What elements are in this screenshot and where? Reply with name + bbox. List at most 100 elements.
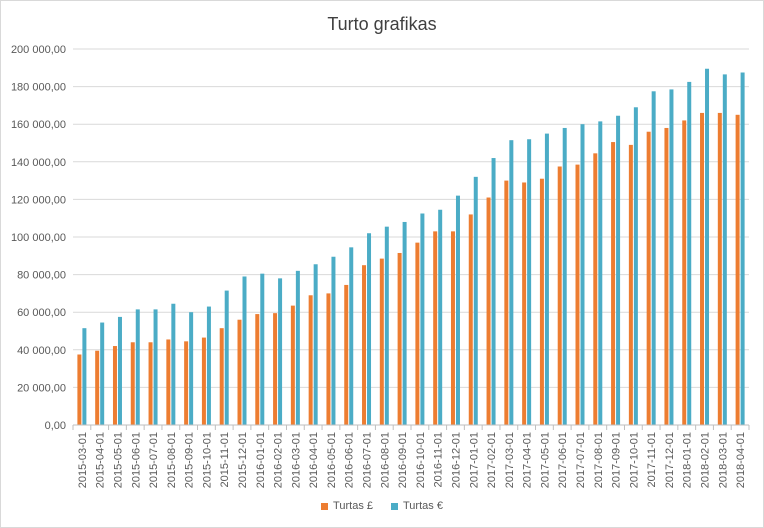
x-tick-label: 2017-04-01 bbox=[522, 432, 534, 488]
y-tick-label: 160 000,00 bbox=[11, 119, 66, 131]
bar-series-1 bbox=[735, 114, 740, 426]
bar-series-1 bbox=[184, 341, 189, 425]
bar-series-2 bbox=[367, 233, 372, 425]
bar-series-2 bbox=[295, 270, 300, 425]
x-tick-label: 2016-06-01 bbox=[344, 432, 356, 488]
legend-label-series-1: Turtas £ bbox=[333, 500, 373, 512]
bar-series-1 bbox=[148, 342, 153, 425]
x-tick-label: 2015-10-01 bbox=[201, 432, 213, 488]
bar-series-2 bbox=[82, 328, 87, 425]
bar-series-2 bbox=[473, 176, 478, 425]
bar-series-2 bbox=[580, 124, 585, 425]
x-tick-label: 2018-01-01 bbox=[682, 432, 694, 488]
x-tick-label: 2015-06-01 bbox=[130, 432, 142, 488]
bar-series-2 bbox=[669, 89, 674, 426]
y-tick-label: 120 000,00 bbox=[11, 194, 66, 206]
x-tick-label: 2017-06-01 bbox=[557, 432, 569, 488]
x-tick-label: 2016-04-01 bbox=[308, 432, 320, 488]
chart-title: Turto grafikas bbox=[327, 14, 437, 34]
y-tick-label: 80 000,00 bbox=[17, 270, 66, 282]
bar-series-2 bbox=[171, 303, 176, 425]
bar-series-1 bbox=[611, 142, 616, 425]
y-tick-label: 40 000,00 bbox=[17, 345, 66, 357]
x-tick-label: 2016-10-01 bbox=[415, 432, 427, 488]
x-tick-label: 2018-03-01 bbox=[717, 432, 729, 488]
bar-series-1 bbox=[201, 337, 206, 425]
bar-series-2 bbox=[313, 264, 318, 425]
bar-series-2 bbox=[153, 309, 158, 425]
x-tick-label: 2015-11-01 bbox=[219, 432, 231, 487]
x-axis bbox=[72, 424, 750, 430]
bar-series-1 bbox=[379, 258, 384, 425]
x-tick-label: 2017-08-01 bbox=[593, 432, 605, 488]
x-tick-label: 2016-12-01 bbox=[450, 432, 462, 488]
bar-series-1 bbox=[646, 131, 651, 425]
bar-series-2 bbox=[740, 72, 745, 425]
x-tick-label: 2015-03-01 bbox=[77, 432, 89, 488]
bar-series-1 bbox=[664, 127, 669, 426]
bar-series-1 bbox=[362, 265, 367, 425]
x-tick-label: 2017-11-01 bbox=[646, 432, 658, 487]
bar-series-2 bbox=[384, 226, 389, 425]
bar-series-1 bbox=[486, 197, 491, 425]
bar-series-2 bbox=[616, 115, 621, 426]
bar-series-1 bbox=[112, 346, 117, 425]
bar-series-1 bbox=[130, 342, 135, 425]
legend-swatch-series-2 bbox=[391, 502, 398, 510]
bar-series-2 bbox=[189, 312, 194, 425]
x-tick-label: 2016-08-01 bbox=[379, 432, 391, 488]
bar-series-1 bbox=[628, 144, 633, 425]
x-tick-label: 2015-09-01 bbox=[184, 432, 196, 488]
legend-item-series-2: Turtas € bbox=[391, 500, 443, 512]
x-tick-label: 2017-03-01 bbox=[504, 432, 516, 488]
x-tick-label: 2016-11-01 bbox=[433, 432, 445, 487]
x-tick-label: 2015-12-01 bbox=[237, 432, 249, 488]
x-tick-label: 2018-04-01 bbox=[735, 432, 747, 488]
y-tick-label: 180 000,00 bbox=[11, 82, 66, 94]
bar-series-1 bbox=[468, 214, 473, 425]
y-tick-label: 200 000,00 bbox=[11, 44, 66, 56]
y-tick-label: 0,00 bbox=[45, 420, 66, 432]
bar-series-1 bbox=[433, 231, 438, 425]
bar-series-2 bbox=[527, 139, 532, 426]
bar-series-1 bbox=[397, 252, 402, 425]
bar-series-2 bbox=[687, 81, 692, 426]
bar-series-2 bbox=[349, 247, 354, 425]
bar-series-1 bbox=[700, 112, 705, 426]
x-tick-label: 2016-09-01 bbox=[397, 432, 409, 488]
x-tick-label: 2015-04-01 bbox=[95, 432, 107, 488]
bar-series-2 bbox=[705, 68, 710, 426]
x-tick-label: 2017-09-01 bbox=[611, 432, 623, 488]
bar-series-1 bbox=[219, 328, 224, 425]
bar-series-2 bbox=[455, 195, 460, 425]
bar-series-2 bbox=[260, 273, 265, 425]
bar-series-2 bbox=[722, 74, 727, 425]
bar-series-1 bbox=[557, 166, 562, 425]
legend-item-series-1: Turtas £ bbox=[321, 500, 373, 512]
x-tick-label: 2017-10-01 bbox=[628, 432, 640, 488]
bar-series-2 bbox=[402, 221, 407, 425]
x-tick-label: 2015-07-01 bbox=[148, 432, 160, 488]
x-axis-tick-labels: 2015-03-01 2015-04-01 2015-05-01 2015-06-01… bbox=[77, 432, 747, 488]
legend-label-series-2: Turtas € bbox=[403, 500, 443, 512]
bar-series-1 bbox=[77, 354, 82, 425]
bar-series-1 bbox=[415, 242, 420, 425]
bar-series-2 bbox=[598, 121, 603, 425]
bar-series-1 bbox=[450, 231, 455, 425]
bar-series-2 bbox=[331, 256, 336, 425]
x-tick-label: 2017-12-01 bbox=[664, 432, 676, 488]
bar-series-1 bbox=[682, 120, 687, 425]
x-tick-label: 2016-03-01 bbox=[290, 432, 302, 488]
bar-series-1 bbox=[539, 178, 544, 425]
bar-series-2 bbox=[544, 133, 549, 425]
y-tick-label: 20 000,00 bbox=[17, 382, 66, 394]
bar-series-1 bbox=[593, 153, 598, 425]
bar-series-2 bbox=[491, 158, 496, 426]
bar-series-2 bbox=[562, 127, 567, 426]
bar-series-2 bbox=[117, 316, 122, 425]
bar-series-1 bbox=[344, 284, 349, 425]
bar-series-2 bbox=[135, 309, 140, 425]
bar-series-2 bbox=[206, 306, 211, 425]
bar-series-1 bbox=[290, 305, 295, 425]
